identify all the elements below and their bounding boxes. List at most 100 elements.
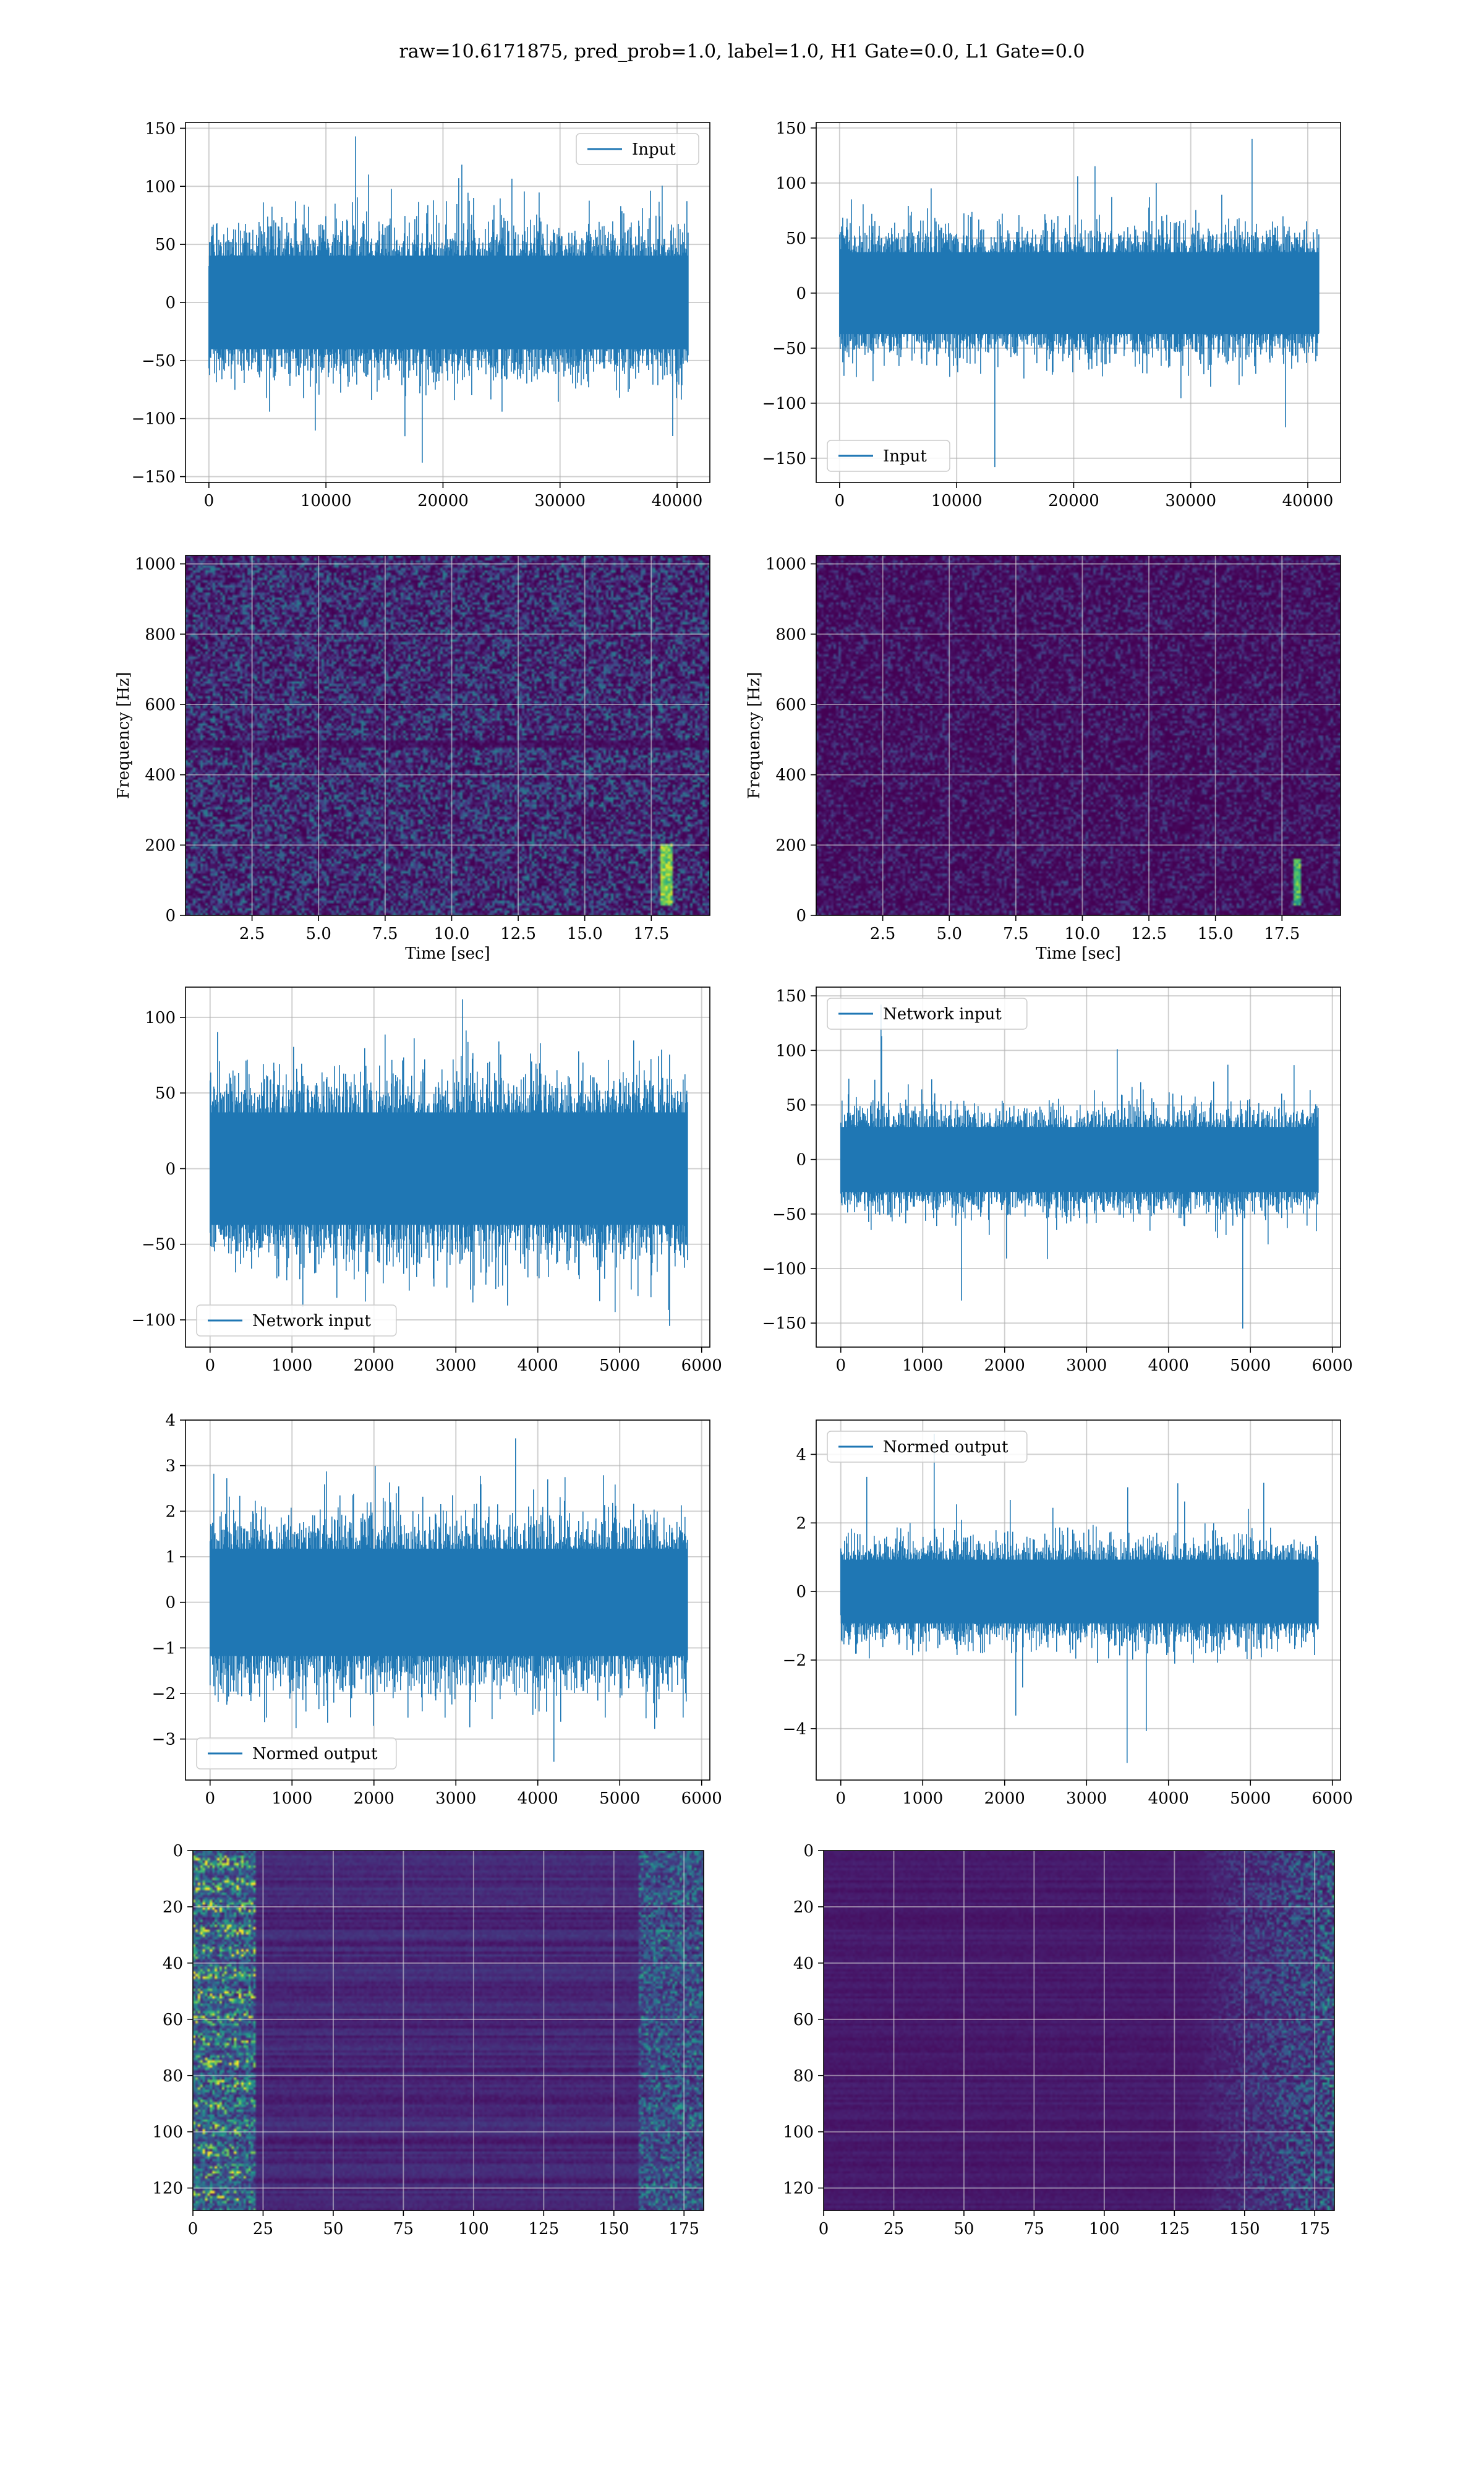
- x-tick-label: 7.5: [1003, 925, 1028, 943]
- heatmap-image: [816, 555, 1341, 915]
- y-tick-label: 50: [155, 1084, 176, 1103]
- x-tick-label: 6000: [1312, 1356, 1353, 1375]
- y-tick-label: 0: [796, 907, 806, 925]
- x-tick-label: 15.0: [1198, 925, 1234, 943]
- y-tick-label: 60: [163, 2011, 183, 2029]
- x-tick-label: 5.0: [306, 925, 331, 943]
- y-tick-label: 40: [163, 1954, 183, 1973]
- y-axis-label: Frequency [Hz]: [114, 672, 133, 799]
- y-tick-label: −50: [772, 1205, 806, 1224]
- x-tick-label: 6000: [681, 1356, 722, 1375]
- legend-box: [196, 1304, 397, 1337]
- x-tick-label: 40000: [652, 492, 703, 510]
- y-tick-label: 40: [793, 1954, 814, 1973]
- y-tick-label: 80: [163, 2067, 183, 2086]
- axes-frame: [185, 122, 710, 483]
- panel-input-h1: 0 10000 20000 30000 40000 −150 −100 −50 0 50 100 15…: [132, 119, 710, 510]
- x-tick-label: 12.5: [1131, 925, 1167, 943]
- x-tick-label: 20000: [417, 492, 469, 510]
- y-tick-label: 100: [775, 1042, 806, 1060]
- y-tick-label: 0: [165, 1594, 176, 1612]
- series-core: [210, 1548, 688, 1656]
- series-core: [840, 1559, 1319, 1624]
- y-tick-label: −150: [762, 1314, 806, 1333]
- legend-label: Normed output: [252, 1745, 378, 1763]
- x-axis-label: Time [sec]: [405, 944, 490, 963]
- x-tick-label: 0: [835, 1789, 846, 1808]
- y-tick-label: −50: [772, 340, 806, 358]
- y-tick-label: −100: [762, 1260, 806, 1278]
- y-tick-label: 1000: [135, 555, 176, 574]
- heatmap-image: [186, 555, 710, 915]
- axes-frame: [816, 122, 1341, 483]
- x-tick-label: 2000: [354, 1356, 394, 1375]
- x-tick-label: 6000: [681, 1789, 722, 1808]
- x-tick-label: 30000: [1165, 492, 1216, 510]
- x-tick-label: 5000: [599, 1356, 640, 1375]
- legend-box: [576, 133, 699, 165]
- y-tick-label: −1: [152, 1639, 176, 1658]
- x-tick-label: 2000: [354, 1789, 394, 1808]
- x-tick-label: 100: [458, 2220, 489, 2238]
- panel-spectrogram-l1: 2.5 5.0 7.5 10.0 12.5 15.0 17.5 0 200 400 600 800 10…: [745, 555, 1341, 963]
- panel-input-l1: 0 10000 20000 30000 40000 −150 −100 −50 0 50 100 15…: [762, 119, 1341, 510]
- y-tick-label: 120: [152, 2180, 183, 2198]
- y-tick-label: 20: [793, 1898, 814, 1917]
- y-tick-label: −100: [132, 1311, 176, 1330]
- x-tick-label: 1000: [902, 1789, 943, 1808]
- axes-frame: [185, 987, 710, 1348]
- y-tick-label: 0: [803, 1842, 814, 1860]
- y-tick-label: 600: [775, 696, 806, 714]
- x-tick-label: 7.5: [372, 925, 398, 943]
- axes-frame: [816, 1419, 1341, 1781]
- x-tick-label: 3000: [1066, 1789, 1107, 1808]
- x-tick-label: 5000: [1230, 1356, 1271, 1375]
- legend-label: Input: [632, 140, 676, 159]
- x-tick-label: 3000: [435, 1789, 476, 1808]
- x-tick-label: 150: [1229, 2220, 1260, 2238]
- y-tick-label: 800: [145, 625, 176, 644]
- x-tick-label: 2.5: [870, 925, 895, 943]
- y-tick-label: 2: [165, 1502, 176, 1521]
- y-tick-label: 0: [796, 1583, 806, 1601]
- y-tick-label: −2: [152, 1685, 176, 1703]
- y-tick-label: 0: [796, 1151, 806, 1170]
- legend-label: Normed output: [883, 1438, 1009, 1457]
- x-tick-label: 20000: [1048, 492, 1099, 510]
- y-tick-label: 100: [152, 2123, 183, 2142]
- y-tick-label: 2: [796, 1514, 806, 1533]
- x-tick-label: 25: [884, 2220, 904, 2238]
- figure-title: raw=10.6171875, pred_prob=1.0, label=1.0…: [399, 41, 1085, 62]
- panel-feature-map-l1: 0 25 50 75 100 125 150 175 0 20 40 60 80 100 120: [783, 1842, 1335, 2238]
- x-tick-label: 5.0: [937, 925, 962, 943]
- y-tick-label: 400: [145, 766, 176, 785]
- x-tick-label: 0: [835, 492, 845, 510]
- y-tick-label: −50: [142, 1236, 176, 1254]
- x-axis-label: Time [sec]: [1036, 944, 1121, 963]
- y-tick-label: −4: [783, 1720, 806, 1739]
- x-tick-label: 0: [188, 2220, 198, 2238]
- x-tick-label: 1000: [902, 1356, 943, 1375]
- y-tick-label: 100: [775, 174, 806, 193]
- legend-box: [827, 440, 950, 472]
- y-tick-label: 100: [145, 1009, 176, 1027]
- y-tick-label: 80: [793, 2067, 814, 2086]
- axes-frame: [816, 987, 1341, 1348]
- y-tick-label: −50: [142, 352, 176, 370]
- y-tick-label: 3: [165, 1457, 176, 1476]
- x-tick-label: 4000: [518, 1356, 558, 1375]
- x-tick-label: 125: [1159, 2220, 1190, 2238]
- y-tick-label: 50: [786, 229, 806, 248]
- x-tick-label: 6000: [1312, 1789, 1353, 1808]
- panel-feature-map-h1: 0 25 50 75 100 125 150 175 0 20 40 60 80 100 120: [152, 1842, 704, 2238]
- x-tick-label: 4000: [1148, 1356, 1189, 1375]
- x-tick-label: 1000: [271, 1789, 312, 1808]
- x-tick-label: 12.5: [500, 925, 536, 943]
- series-core: [839, 252, 1320, 335]
- x-tick-label: 3000: [1066, 1356, 1107, 1375]
- y-tick-label: 1000: [765, 555, 806, 574]
- y-tick-label: 100: [145, 178, 176, 196]
- x-tick-label: 175: [668, 2220, 699, 2238]
- axes-frame: [816, 555, 1341, 916]
